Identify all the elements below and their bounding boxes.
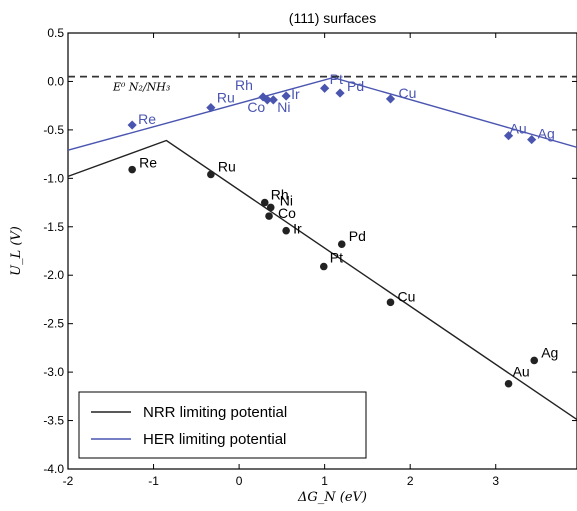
y-tick-label: -0.5	[43, 123, 64, 137]
nrr-label-pd: Pd	[349, 228, 366, 244]
chart-title: (111) surfaces	[289, 10, 376, 26]
nrr-label-rh: Rh	[271, 187, 289, 203]
x-tick-label: 0	[236, 474, 243, 488]
legend-box	[78, 391, 367, 459]
plot-frame	[67, 32, 577, 470]
her-point-pt	[320, 83, 330, 93]
her-point-au	[503, 131, 514, 141]
nrr-label-re: Re	[139, 155, 157, 171]
x-tick-label: 2	[407, 474, 414, 488]
y-tick-label: -2.5	[43, 317, 64, 331]
her-point-ir	[281, 91, 291, 101]
nrr-label-cu: Cu	[398, 288, 416, 304]
nrr-label-co: Co	[278, 205, 296, 221]
legend: NRR limiting potential HER limiting poten…	[78, 391, 367, 459]
her-label-ir: Ir	[291, 86, 300, 102]
her-point-ni	[268, 95, 278, 105]
nrr-point-au	[504, 379, 513, 388]
nrr-point-pd	[337, 240, 346, 249]
legend-label-nrr: NRR limiting potential	[143, 404, 287, 421]
series-lines-group	[67, 76, 577, 421]
x-tick-label: -1	[148, 474, 159, 488]
y-tick-label: 0.0	[47, 74, 64, 88]
nrr-label-au: Au	[513, 364, 530, 380]
her-label-co: Co	[247, 99, 265, 115]
series-line-her	[67, 76, 577, 151]
nrr-label-pt: Pt	[330, 250, 343, 266]
nrr-point-co	[265, 212, 273, 220]
series-line-nrr	[67, 139, 577, 421]
her-label-ag: Ag	[538, 126, 555, 142]
y-tick-label: -1.5	[43, 220, 64, 234]
x-tick-label: -2	[63, 474, 74, 488]
her-label-pt: Pt	[330, 71, 343, 87]
y-tick-label: -3.0	[43, 365, 64, 379]
y-tick-label: -1.0	[43, 171, 64, 185]
nrr-point-cu	[386, 298, 395, 307]
nrr-point-ir	[282, 226, 290, 235]
annotations-group: E⁰ N₂/NH₃	[68, 75, 577, 94]
nrr-point-ni	[266, 203, 275, 212]
her-label-cu: Cu	[399, 85, 417, 101]
nrr-point-ag	[530, 356, 539, 365]
axes-group: -2 -1 0 1 2 3 -4.0 -3.5 -3.0 -2.5 -2.0 -1.5 -1.0 -0.5…	[9, 26, 577, 505]
y-axis-label: U_L (V)	[9, 226, 24, 276]
her-point-ag	[527, 134, 537, 145]
y-tick-label: 0.5	[47, 26, 64, 40]
legend-label-her: HER limiting potential	[143, 431, 286, 448]
her-label-rh: Rh	[235, 77, 253, 93]
nrr-point-rh	[260, 198, 269, 207]
y-tick-label: -4.0	[43, 462, 64, 476]
x-axis-label: ΔG_N (eV)	[297, 490, 367, 505]
her-point-cu	[385, 94, 396, 104]
her-label-ni: Ni	[277, 99, 290, 115]
x-tick-label: 1	[321, 474, 328, 488]
her-label-re: Re	[138, 111, 156, 127]
nrr-point-pt	[319, 262, 328, 271]
y-tick-label: -3.5	[43, 414, 64, 428]
her-point-pd	[335, 88, 345, 98]
her-label-ru: Ru	[217, 90, 235, 106]
her-point-co	[262, 95, 272, 105]
y-tick-label: -2.0	[43, 268, 64, 282]
her-point-rh	[258, 92, 268, 102]
nrr-label-ni: Ni	[280, 192, 293, 208]
her-point-re	[127, 120, 137, 130]
her-point-ru	[206, 103, 216, 113]
nrr-point-re	[128, 165, 136, 174]
her-label-pd: Pd	[347, 78, 364, 94]
nrr-label-ag: Ag	[541, 344, 558, 360]
nrr-label-ir: Ir	[293, 221, 302, 237]
reference-line-label: E⁰ N₂/NH₃	[112, 81, 170, 94]
x-tick-label: 3	[492, 474, 499, 488]
her-label-au: Au	[510, 121, 527, 137]
nrr-point-ru	[207, 170, 215, 179]
nrr-label-ru: Ru	[218, 158, 236, 174]
data-points-group	[127, 83, 539, 388]
